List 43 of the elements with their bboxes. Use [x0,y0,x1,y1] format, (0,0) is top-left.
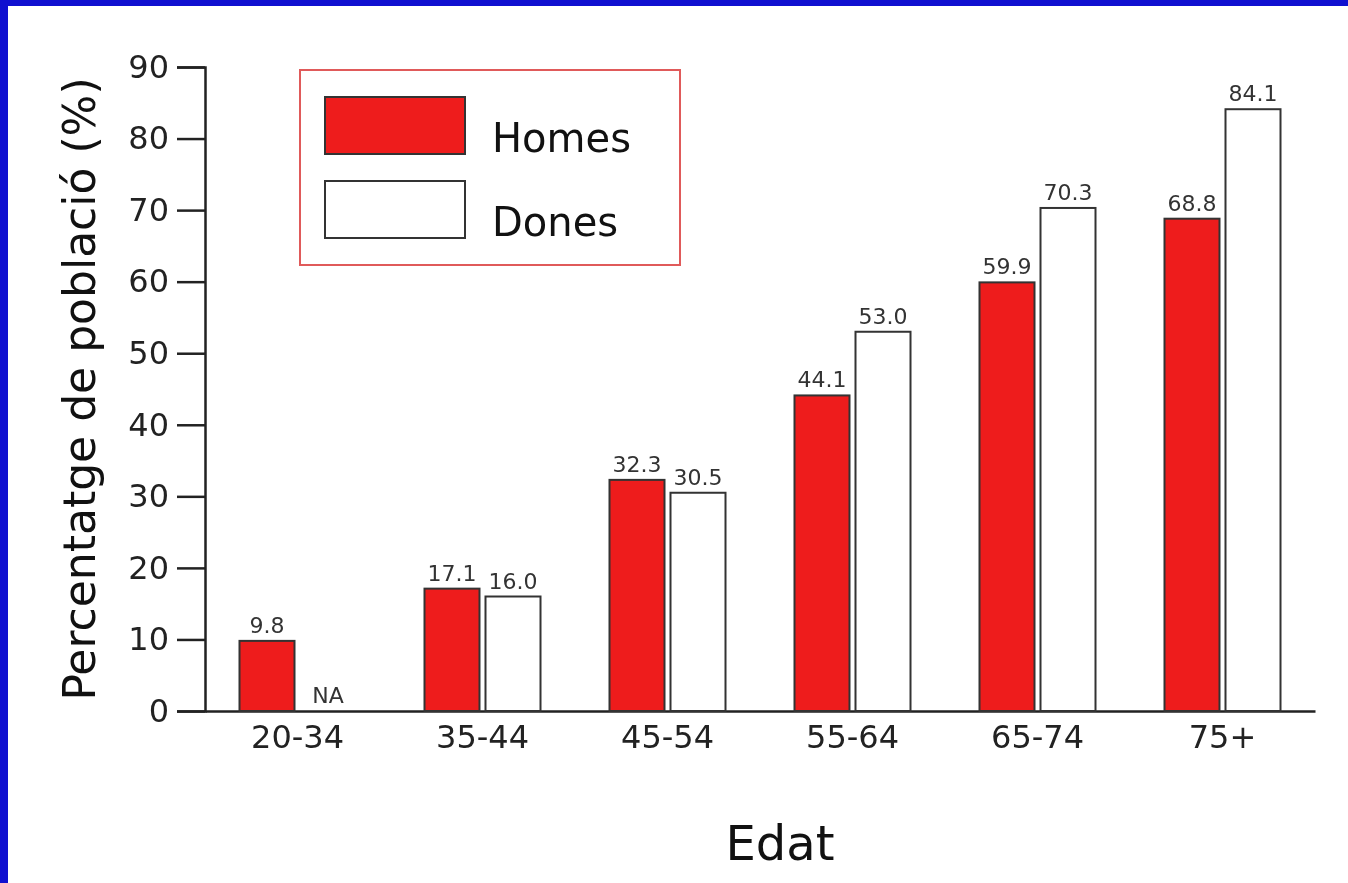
data-label: 68.8 [1167,190,1217,216]
legend-label: Homes [492,115,631,161]
y-axis-title: Percentatge de població (%) [54,77,105,701]
bar [854,330,912,712]
x-tick-label: 45-54 [621,717,714,756]
x-tick-label: 75+ [1188,717,1257,756]
x-axis-title: Edat [725,815,835,871]
data-label: 16.0 [488,568,538,594]
data-label: 53.0 [858,303,908,329]
data-label: 59.9 [982,254,1032,280]
bar [238,639,296,712]
data-label: 84.1 [1228,81,1278,107]
bar [423,587,481,712]
bar [608,478,666,712]
y-tick-label: 0 [148,691,169,730]
x-tick-label: 55-64 [806,717,899,756]
y-tick-label: 50 [128,333,169,372]
data-label: 9.8 [249,612,285,638]
y-tick-label: 90 [128,47,169,86]
data-label: 44.1 [797,367,847,393]
y-tick-label: 40 [128,405,169,444]
data-label: 17.1 [427,560,477,586]
data-label: 30.5 [673,464,723,490]
legend-label: Dones [492,199,619,245]
x-tick-label: 65-74 [991,717,1084,756]
bar [484,595,542,712]
bar [793,394,851,712]
y-tick-label: 80 [128,119,169,158]
y-tick-label: 20 [128,548,169,587]
bar [978,281,1036,712]
bar [1163,217,1221,712]
data-label: 32.3 [612,451,662,477]
x-tick-label: 35-44 [436,717,529,756]
y-tick-label: 30 [128,477,169,516]
text: NA [312,683,344,708]
data-label: 70.3 [1043,179,1093,205]
y-tick-label: 60 [128,262,169,301]
y-tick-label: 10 [128,620,169,659]
bar [669,491,727,712]
bar [1039,206,1097,712]
bar [1224,108,1282,712]
y-tick-label: 70 [128,190,169,229]
x-tick-label: 20-34 [251,717,344,756]
